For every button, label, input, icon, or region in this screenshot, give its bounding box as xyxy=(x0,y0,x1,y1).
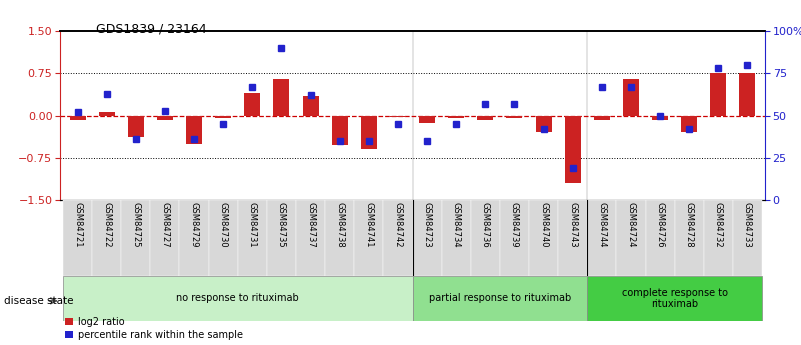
Legend: log2 ratio, percentile rank within the sample: log2 ratio, percentile rank within the s… xyxy=(65,317,243,340)
Text: GDS1839 / 23164: GDS1839 / 23164 xyxy=(96,22,207,36)
Bar xyxy=(565,116,581,183)
Bar xyxy=(179,200,208,276)
Text: GSM84728: GSM84728 xyxy=(685,203,694,248)
Text: no response to rituximab: no response to rituximab xyxy=(176,294,299,303)
Bar xyxy=(325,200,354,276)
Bar xyxy=(704,200,733,276)
Text: GSM84725: GSM84725 xyxy=(131,203,140,248)
Bar xyxy=(413,276,587,321)
Text: GSM84724: GSM84724 xyxy=(626,203,635,248)
Bar xyxy=(354,200,384,276)
Bar xyxy=(128,116,144,137)
Bar xyxy=(296,200,325,276)
Bar xyxy=(186,116,202,144)
Text: GSM84734: GSM84734 xyxy=(452,203,461,248)
Text: disease state: disease state xyxy=(4,296,74,306)
Bar xyxy=(623,79,639,116)
Bar xyxy=(215,116,231,118)
Text: GSM84722: GSM84722 xyxy=(103,203,111,248)
Bar xyxy=(594,116,610,119)
Bar xyxy=(477,116,493,119)
Bar xyxy=(151,200,179,276)
Text: GSM84729: GSM84729 xyxy=(190,203,199,248)
Bar xyxy=(238,200,267,276)
Text: GSM84730: GSM84730 xyxy=(219,203,227,248)
Bar xyxy=(681,116,697,132)
Bar xyxy=(413,200,441,276)
Bar xyxy=(587,276,762,321)
Bar xyxy=(506,116,522,118)
Bar xyxy=(558,200,587,276)
Text: GSM84735: GSM84735 xyxy=(277,203,286,248)
Bar xyxy=(674,200,704,276)
Bar xyxy=(332,116,348,145)
Bar xyxy=(360,116,376,149)
Bar xyxy=(99,112,115,116)
Bar xyxy=(63,276,413,321)
Bar xyxy=(419,116,435,124)
Bar xyxy=(441,200,471,276)
Text: GSM84733: GSM84733 xyxy=(743,203,752,248)
Text: GSM84721: GSM84721 xyxy=(73,203,82,248)
Bar xyxy=(390,116,406,117)
Text: GSM84741: GSM84741 xyxy=(364,203,373,248)
Bar xyxy=(157,116,173,120)
Text: GSM84743: GSM84743 xyxy=(568,203,578,248)
Bar xyxy=(384,200,413,276)
Bar xyxy=(500,200,529,276)
Bar xyxy=(587,200,617,276)
Bar xyxy=(617,200,646,276)
Bar xyxy=(273,79,289,116)
Text: GSM84742: GSM84742 xyxy=(393,203,402,248)
Text: GSM84727: GSM84727 xyxy=(160,203,170,248)
Text: GSM84723: GSM84723 xyxy=(423,203,432,248)
Text: GSM84744: GSM84744 xyxy=(598,203,606,248)
Text: partial response to rituximab: partial response to rituximab xyxy=(429,294,571,303)
Bar xyxy=(63,200,92,276)
Bar xyxy=(244,93,260,116)
Text: GSM84740: GSM84740 xyxy=(539,203,548,248)
Bar xyxy=(208,200,238,276)
Text: GSM84726: GSM84726 xyxy=(655,203,665,248)
Bar xyxy=(536,116,552,132)
Bar xyxy=(652,116,668,119)
Bar xyxy=(121,200,151,276)
Text: GSM84738: GSM84738 xyxy=(335,203,344,248)
Bar xyxy=(646,200,674,276)
Text: GSM84739: GSM84739 xyxy=(510,203,519,248)
Bar xyxy=(733,200,762,276)
Text: GSM84732: GSM84732 xyxy=(714,203,723,248)
Bar xyxy=(739,73,755,116)
Bar xyxy=(70,116,86,120)
Text: GSM84737: GSM84737 xyxy=(306,203,315,248)
Text: GSM84731: GSM84731 xyxy=(248,203,257,248)
Bar xyxy=(92,200,121,276)
Text: complete response to
rituximab: complete response to rituximab xyxy=(622,288,727,309)
Bar xyxy=(303,96,319,116)
Bar xyxy=(449,116,465,118)
Bar xyxy=(267,200,296,276)
Bar xyxy=(471,200,500,276)
Bar xyxy=(710,73,727,116)
Bar xyxy=(529,200,558,276)
Text: GSM84736: GSM84736 xyxy=(481,203,490,248)
